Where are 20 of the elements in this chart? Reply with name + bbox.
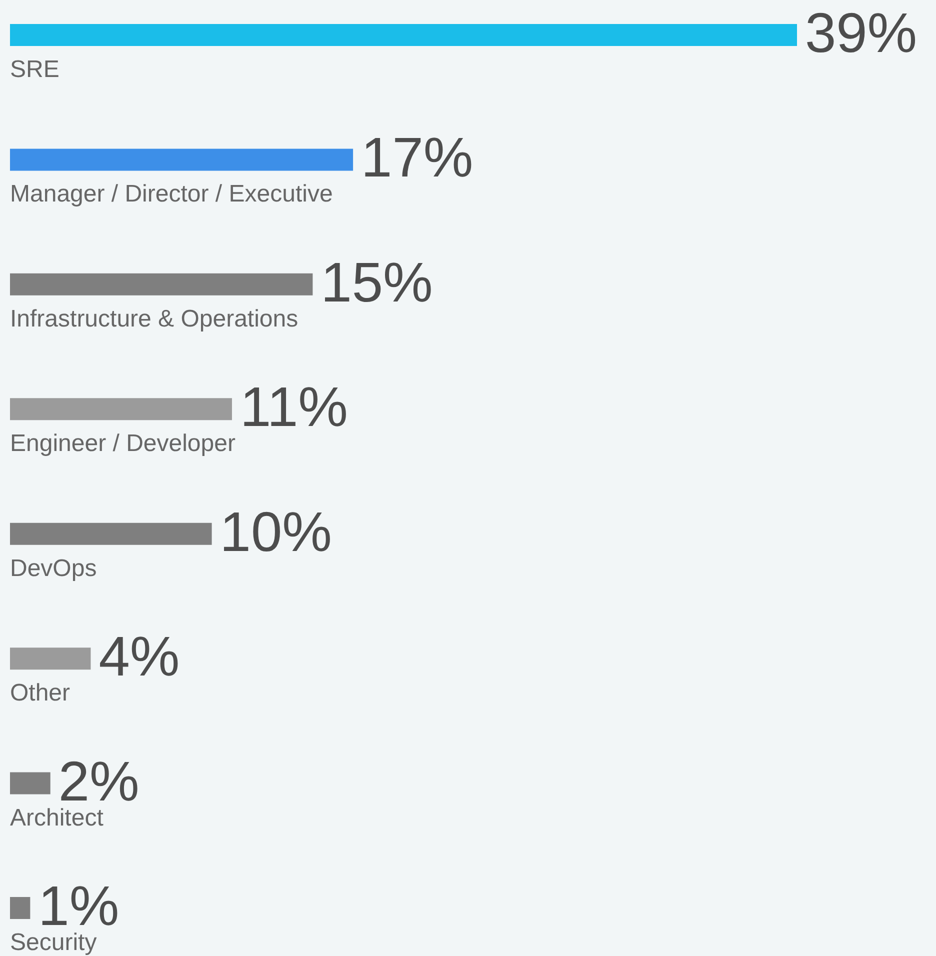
data-label: 4% — [98, 624, 180, 688]
data-label: 11% — [240, 375, 348, 438]
y-tick-label: DevOps — [10, 554, 97, 582]
y-tick-label: SRE — [10, 56, 60, 83]
bar — [10, 648, 91, 670]
bar — [10, 148, 354, 171]
bar — [10, 772, 50, 794]
bar — [10, 24, 797, 46]
data-label: 39% — [805, 1, 918, 64]
data-label: 17% — [361, 126, 474, 189]
y-tick-label: Manager / Director / Executive — [10, 180, 333, 208]
bar — [10, 897, 30, 919]
data-label: 10% — [220, 500, 332, 563]
bar — [10, 398, 232, 420]
y-tick-label: Infrastructure & Operations — [10, 305, 298, 332]
y-tick-label: Other — [10, 680, 70, 707]
bar — [10, 273, 313, 296]
bar — [10, 522, 212, 545]
y-tick-label: Engineer / Developer — [10, 430, 236, 458]
data-label: 15% — [320, 250, 433, 314]
